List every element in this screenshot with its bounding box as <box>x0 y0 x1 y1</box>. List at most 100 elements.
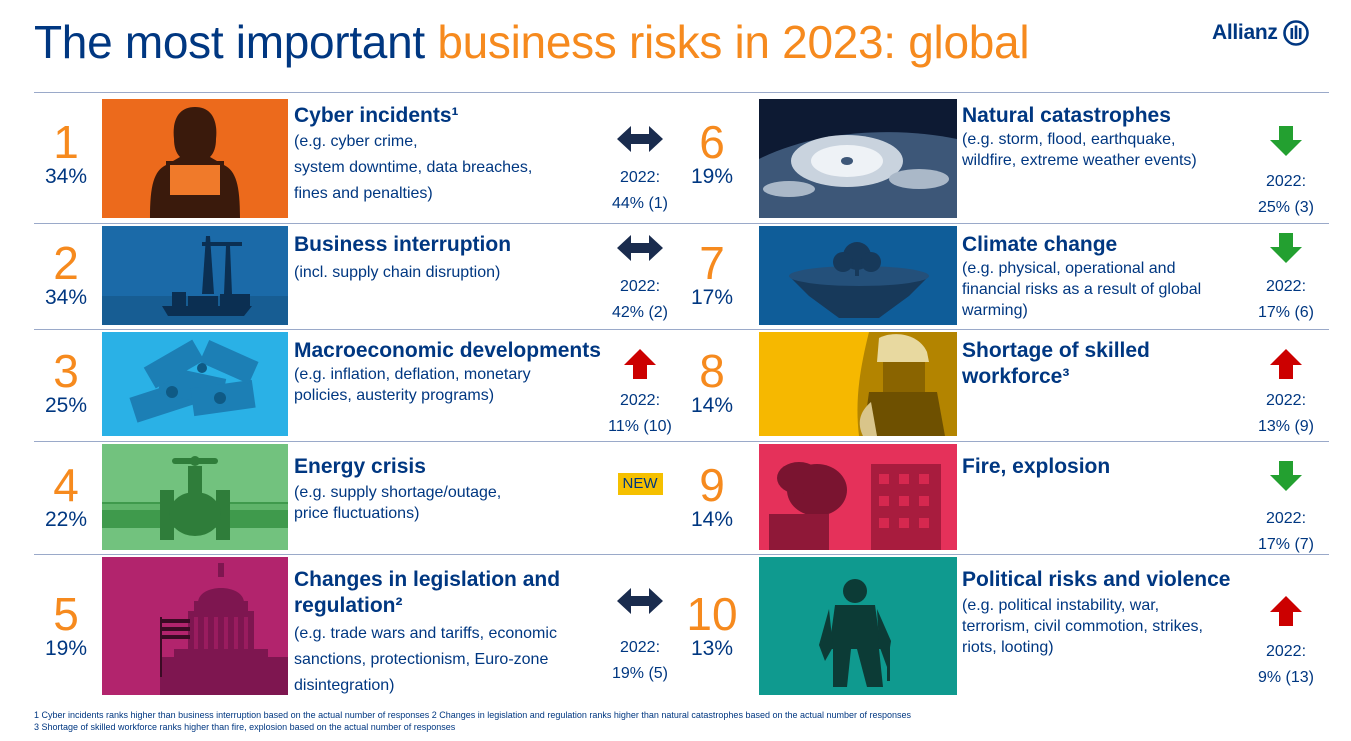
risk-desc-line: warming) <box>962 302 1028 319</box>
risk-row-4: 4 22% Energy crisis (e.g. supply shortag… <box>34 442 684 555</box>
risk-title: Changes in legislation and regulation² <box>294 568 561 617</box>
rank-percent: 14% <box>690 508 734 531</box>
risk-desc-line: (e.g. storm, flood, earthquake, <box>962 131 1176 148</box>
rank-percent: 17% <box>690 286 734 309</box>
rank-number: 3 <box>53 345 79 397</box>
prev-year-value: 17% (7) <box>1257 536 1315 553</box>
risk-list-left: 1 34% Cyber incidents¹ (e.g. cyber crime… <box>34 93 684 700</box>
risk-text: Business interruption (incl. supply chai… <box>294 232 604 283</box>
risk-desc-line: wildfire, extreme weather events) <box>962 152 1197 169</box>
rank-percent: 19% <box>44 637 88 660</box>
risk-title: Fire, explosion <box>962 455 1111 478</box>
risk-image-pipeline <box>102 444 288 550</box>
prev-year-label: 2022: <box>1265 392 1307 409</box>
risk-trend: NEW <box>604 473 676 495</box>
title-part-2: business risks in 2023: global <box>437 16 1030 68</box>
left-right-arrow-icon <box>617 126 663 152</box>
risk-text: Cyber incidents¹ (e.g. cyber crime, syst… <box>294 103 604 207</box>
risk-image-capitol <box>102 557 288 695</box>
prev-year-value: 42% (2) <box>611 304 669 321</box>
risk-trend: 2022: 42% (2) <box>604 232 676 326</box>
up-arrow-icon <box>624 349 656 379</box>
risk-text: Fire, explosion <box>962 454 1242 480</box>
risk-desc-line: system downtime, data breaches, <box>294 159 533 176</box>
up-arrow-icon <box>1270 596 1302 626</box>
rank-number: 4 <box>53 459 79 511</box>
risk-text: Climate change (e.g. physical, operation… <box>962 232 1242 321</box>
risk-image-hacker <box>102 99 288 218</box>
prev-year-label: 2022: <box>1265 173 1307 190</box>
risk-rank: 3 25% <box>34 348 98 418</box>
risk-desc-line: (e.g. trade wars and tariffs, economic <box>294 625 557 642</box>
left-right-arrow-icon <box>617 588 663 614</box>
risk-text: Changes in legislation and regulation² (… <box>294 567 604 699</box>
footnote-2: 3 Shortage of skilled workforce ranks hi… <box>34 722 456 732</box>
allianz-eagle-icon <box>1282 20 1309 46</box>
footnote-1: 1 Cyber incidents ranks higher than busi… <box>34 710 912 720</box>
risk-trend: 2022: 9% (13) <box>1250 595 1322 691</box>
rank-number: 7 <box>699 237 725 289</box>
risk-desc-line: riots, looting) <box>962 639 1054 656</box>
risk-trend: 2022: 17% (7) <box>1250 460 1322 558</box>
risk-rank: 9 14% <box>680 462 744 532</box>
prev-year-label: 2022: <box>1265 278 1307 295</box>
risk-title: Shortage of skilled workforce³ <box>962 339 1150 388</box>
risk-rank: 5 19% <box>34 591 98 661</box>
logo-text: Allianz <box>1212 21 1278 44</box>
down-arrow-icon <box>1270 461 1302 491</box>
rank-percent: 25% <box>44 394 88 417</box>
risk-desc-line: (e.g. physical, operational and <box>962 260 1176 277</box>
down-arrow-icon <box>1270 126 1302 156</box>
down-arrow-icon <box>1270 233 1302 263</box>
risk-row-10: 10 13% Political risks and violence (e.g… <box>680 555 1329 700</box>
prev-year-value: 44% (1) <box>611 195 669 212</box>
prev-year-value: 9% (13) <box>1257 669 1315 686</box>
prev-year-value: 19% (5) <box>611 665 669 682</box>
risk-row-7: 7 17% Climate change (e.g. physical, ope… <box>680 224 1329 330</box>
risk-text: Natural catastrophes (e.g. storm, flood,… <box>962 103 1242 171</box>
risk-desc-line: price fluctuations) <box>294 505 420 522</box>
rank-number: 9 <box>699 459 725 511</box>
risk-desc-line: disintegration) <box>294 677 395 694</box>
risk-trend: 2022: 11% (10) <box>604 348 676 440</box>
risk-title: Cyber incidents¹ <box>294 104 459 127</box>
risk-desc-line: financial risks as a result of global <box>962 281 1202 298</box>
risk-image-banknotes <box>102 332 288 436</box>
up-arrow-icon <box>1270 349 1302 379</box>
risk-rank: 4 22% <box>34 462 98 532</box>
risk-trend: 2022: 13% (9) <box>1250 348 1322 440</box>
risk-rank: 10 13% <box>680 591 744 661</box>
risk-rank: 6 19% <box>680 119 744 189</box>
risk-rank: 7 17% <box>680 240 744 310</box>
risk-text: Shortage of skilled workforce³ <box>962 338 1242 390</box>
prev-year-label: 2022: <box>619 392 661 409</box>
rank-percent: 14% <box>690 394 734 417</box>
risk-desc-line: (e.g. supply shortage/outage, <box>294 484 502 501</box>
risk-text: Macroeconomic developments (e.g. inflati… <box>294 338 604 406</box>
risk-image-port <box>102 226 288 325</box>
prev-year-label: 2022: <box>619 169 661 186</box>
rank-number: 8 <box>699 345 725 397</box>
risk-desc-line: terrorism, civil commotion, strikes, <box>962 618 1203 635</box>
rank-percent: 19% <box>690 165 734 188</box>
risk-desc-line: fines and penalties) <box>294 185 433 202</box>
risk-title: Business interruption <box>294 233 512 256</box>
risk-desc-line: sanctions, protectionism, Euro-zone <box>294 651 549 668</box>
risk-trend: 2022: 17% (6) <box>1250 232 1322 326</box>
risk-row-2: 2 34% Business interruption (incl. suppl… <box>34 224 684 330</box>
risk-title: Political risks and violence <box>962 568 1231 591</box>
prev-year-label: 2022: <box>619 278 661 295</box>
allianz-logo: Allianz <box>1212 18 1309 48</box>
risk-image-island <box>759 226 957 325</box>
risk-title: Climate change <box>962 233 1118 256</box>
prev-year-value: 11% (10) <box>608 418 672 435</box>
risk-rank: 1 34% <box>34 119 98 189</box>
risk-row-5: 5 19% <box>34 555 684 700</box>
risk-desc-line: policies, austerity programs) <box>294 387 495 404</box>
rank-number: 10 <box>686 588 738 640</box>
risk-title: Macroeconomic developments <box>294 339 601 362</box>
risk-title: Natural catastrophes <box>962 104 1171 127</box>
risk-image-worker <box>759 332 957 436</box>
rank-percent: 22% <box>44 508 88 531</box>
rank-number: 5 <box>53 588 79 640</box>
